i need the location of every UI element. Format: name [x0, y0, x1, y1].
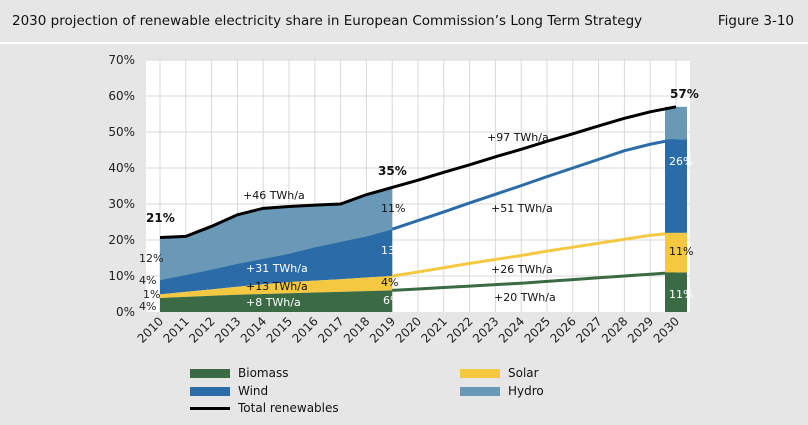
- label-hist-wind-growth: +31 TWh/a: [246, 262, 308, 275]
- projection-line-wind: [391, 137, 677, 231]
- y-tick-label: 60%: [108, 89, 135, 103]
- label-share-2019-wind: 13%: [381, 244, 405, 257]
- label-share-2010-solar: 1%: [143, 288, 160, 301]
- bar-2030-solar: [665, 232, 687, 273]
- x-tick-label: 2010: [135, 314, 166, 345]
- x-tick-label: 2018: [341, 314, 372, 345]
- y-tick-label: 40%: [108, 161, 135, 175]
- label-share-2030-biomass: 11%: [669, 288, 693, 301]
- label-hist-total-growth: +46 TWh/a: [243, 189, 305, 202]
- label-share-2019-solar: 4%: [381, 276, 398, 289]
- area-hydro: [160, 187, 393, 280]
- label-hist-solar-growth: +13 TWh/a: [246, 280, 308, 293]
- y-tick-label: 70%: [108, 53, 135, 67]
- x-tick-label: 2019: [367, 314, 398, 345]
- label-proj-wind-growth: +51 TWh/a: [491, 202, 553, 215]
- label-share-2030-solar: 11%: [669, 245, 693, 258]
- area-biomass: [160, 290, 393, 312]
- line-total-renewables: [159, 105, 677, 239]
- bar-2030-biomass: [665, 272, 687, 312]
- y-tick-label: 10%: [108, 269, 135, 283]
- label-share-2010-hydro: 12%: [139, 252, 163, 265]
- label-share-2019-biomass: 6%: [383, 294, 400, 307]
- label-share-2019-hydro: 11%: [381, 202, 405, 215]
- x-tick-label: 2030: [651, 314, 682, 345]
- label-hist-biomass-growth: +8 TWh/a: [246, 296, 301, 309]
- area-solar: [160, 276, 393, 298]
- x-tick-label: 2016: [289, 314, 320, 345]
- x-tick-label: 2026: [547, 314, 578, 345]
- label-total-2019: 35%: [378, 164, 407, 178]
- x-tick-label: 2014: [238, 314, 269, 345]
- label-proj-biomass-growth: +20 TWh/a: [494, 291, 556, 304]
- label-share-2010-biomass: 4%: [139, 300, 156, 313]
- area-wind: [160, 229, 393, 295]
- x-tick-label: 2012: [186, 314, 217, 345]
- x-tick-label: 2023: [470, 314, 501, 345]
- label-share-2030-wind: 26%: [669, 155, 693, 168]
- projection-line-solar: [391, 231, 677, 278]
- figure-label: Figure 3-10: [717, 13, 794, 29]
- projection-line-biomass: [392, 270, 677, 292]
- x-tick-label: 2021: [418, 314, 449, 345]
- label-proj-solar-growth: +26 TWh/a: [491, 263, 553, 276]
- bar-2030-wind: [665, 139, 687, 233]
- x-tick-label: 2024: [496, 314, 527, 345]
- x-tick-label: 2027: [573, 314, 604, 345]
- label-proj-total-growth: +97 TWh/a: [487, 131, 549, 144]
- x-tick-label: 2028: [599, 314, 630, 345]
- x-tick-label: 2020: [393, 314, 424, 345]
- plot-area: [146, 59, 690, 312]
- y-tick-label: 30%: [108, 197, 135, 211]
- x-tick-label: 2015: [264, 314, 295, 345]
- y-tick-label: 0%: [116, 305, 135, 319]
- x-tick-label: 2013: [212, 314, 243, 345]
- x-tick-label: 2022: [444, 314, 475, 345]
- chart-header: 2030 projection of renewable electricity…: [0, 0, 808, 40]
- y-tick-label: 20%: [108, 233, 135, 247]
- x-tick-label: 2025: [522, 314, 553, 345]
- x-tick-label: 2017: [315, 314, 346, 345]
- x-tick-label: 2011: [160, 314, 191, 345]
- label-total-2030: 57%: [670, 87, 699, 101]
- x-tick-label: 2029: [625, 314, 656, 345]
- label-share-2010-wind: 4%: [139, 274, 156, 287]
- header-divider: [0, 42, 808, 44]
- chart-title: 2030 projection of renewable electricity…: [12, 13, 643, 29]
- y-tick-label: 50%: [108, 125, 135, 139]
- label-total-2010: 21%: [146, 211, 175, 225]
- bar-2030-hydro: [665, 106, 687, 140]
